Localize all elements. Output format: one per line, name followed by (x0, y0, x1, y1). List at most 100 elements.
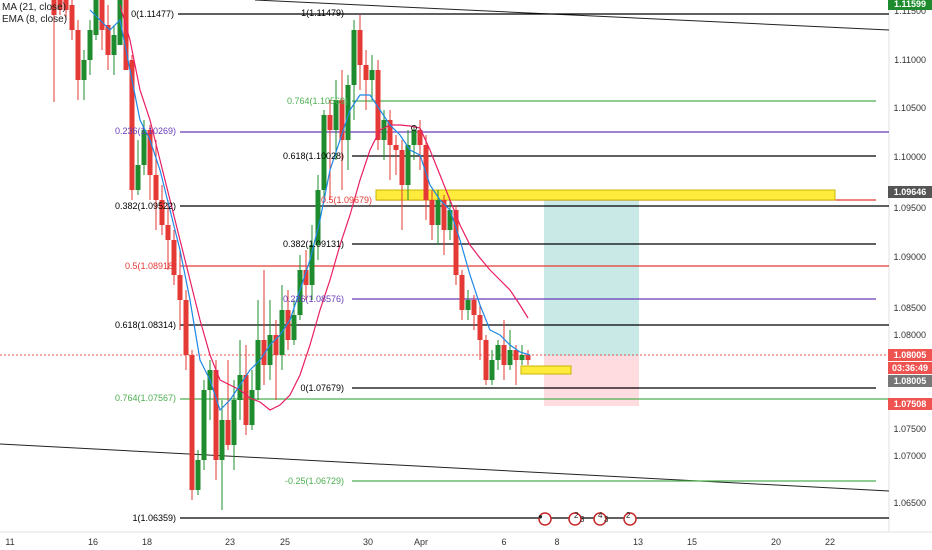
candle-body (105, 25, 111, 55)
event-count[interactable]: 2 (626, 511, 631, 520)
fib-level-label: -0.25(1.06729) (284, 476, 344, 486)
price-tick: 1.08500 (893, 303, 926, 313)
candle-body (303, 270, 309, 285)
fib-level-label: 0(1.11477) (131, 9, 174, 19)
fib-level-label: 0.382(1.09131) (282, 239, 344, 249)
ma-legend[interactable]: MA (21, close) (2, 2, 66, 13)
entry-zone (520, 365, 572, 375)
candle-body (441, 200, 447, 230)
candle-body (111, 35, 117, 55)
candle-body (495, 345, 501, 360)
candle-body (63, 0, 69, 10)
trend-line (254, 0, 890, 31)
ema-legend[interactable]: EMA (8, close) (2, 14, 68, 25)
ema-line (89, 9, 531, 412)
candle-body (339, 100, 345, 140)
candle-body (375, 70, 381, 140)
candle-body (489, 360, 495, 380)
candle-body (453, 210, 459, 275)
fib-level-label: 0.236(1.10269) (114, 126, 176, 136)
candle-body (525, 355, 531, 360)
event-count[interactable]: 2 (574, 511, 579, 520)
candle-body (171, 240, 177, 275)
high-price-badge: 1.11599 (888, 0, 932, 10)
date-tick: 15 (686, 537, 698, 547)
candle-body (225, 420, 231, 445)
candle-body (99, 0, 105, 30)
date-tick: 8 (554, 537, 560, 547)
candle-body (429, 200, 435, 225)
price-tick: 1.10000 (893, 152, 926, 162)
candle-body (501, 345, 507, 365)
candle-body (417, 130, 423, 145)
price-tick: 1.09500 (893, 203, 926, 213)
indicator-legend: MA (21, close) EMA (8, close) (2, 2, 67, 26)
candle-body (273, 335, 279, 355)
date-tick: 16 (87, 537, 99, 547)
candle-body (255, 340, 261, 390)
candle-body (285, 310, 291, 340)
candle-body (195, 460, 201, 490)
date-tick: 23 (224, 537, 236, 547)
zone-price-badge: 1.09646 (888, 186, 932, 198)
candle-body (327, 115, 333, 130)
candle-body (177, 275, 183, 300)
price-tick: 1.10500 (893, 103, 926, 113)
candle-body (393, 145, 399, 150)
candle-body (69, 5, 75, 30)
candle-body (141, 130, 147, 165)
event-marker-icon (538, 512, 552, 526)
fib-level-label: 1(1.06359) (132, 513, 176, 523)
candle-body (57, 0, 63, 10)
candle-body (237, 375, 243, 400)
date-tick: 30 (362, 537, 374, 547)
candle-body (243, 375, 249, 425)
candle-body (321, 115, 327, 190)
candle-body (93, 0, 99, 35)
candle-body (351, 30, 357, 85)
event-marker-icon (623, 512, 637, 526)
candle-body (249, 390, 255, 425)
candle-body (399, 150, 405, 185)
price-tick: 1.06500 (893, 498, 926, 508)
candle-body (381, 120, 387, 140)
fib-level-label: 0.236(1.08576) (282, 294, 344, 304)
date-tick: 25 (279, 537, 291, 547)
candle-body (477, 315, 483, 340)
candle-body (129, 60, 135, 190)
supply-zone (375, 189, 836, 201)
fib-level-label: 0.618(1.10028) (282, 151, 344, 161)
take-profit-zone (544, 195, 639, 356)
candle-body (363, 65, 369, 80)
pivot-marker (411, 125, 417, 131)
candle-body (333, 100, 339, 130)
candle-body (411, 130, 417, 145)
date-tick: 18 (141, 537, 153, 547)
price-tick: 1.07500 (893, 424, 926, 434)
event-flag-icon[interactable]: ● (538, 512, 543, 521)
candle-body (135, 165, 141, 190)
event-count[interactable]: 4 (598, 511, 603, 520)
event-count[interactable]: 3 (580, 515, 585, 524)
candle-body (75, 30, 81, 80)
candle-body (357, 30, 363, 65)
fib-level-label: 1(1.11479) (301, 8, 344, 18)
candle-body (165, 225, 171, 240)
event-count[interactable]: 3 (604, 515, 609, 524)
candle-body (291, 315, 297, 340)
ma-line (119, 4, 529, 411)
candle-body (345, 85, 351, 140)
date-tick: Apr (413, 537, 429, 547)
candle-body (465, 300, 471, 310)
fib-level-label: 0.382(1.09522) (114, 201, 176, 211)
candle-body (471, 300, 477, 315)
candle-body (315, 190, 321, 245)
candle-body (153, 175, 159, 200)
price-tick: 1.11500 (894, 6, 926, 16)
price-tick: 1.11000 (894, 55, 926, 65)
candle-body (513, 350, 519, 360)
candle-body (447, 210, 453, 230)
candle-body (159, 200, 165, 225)
